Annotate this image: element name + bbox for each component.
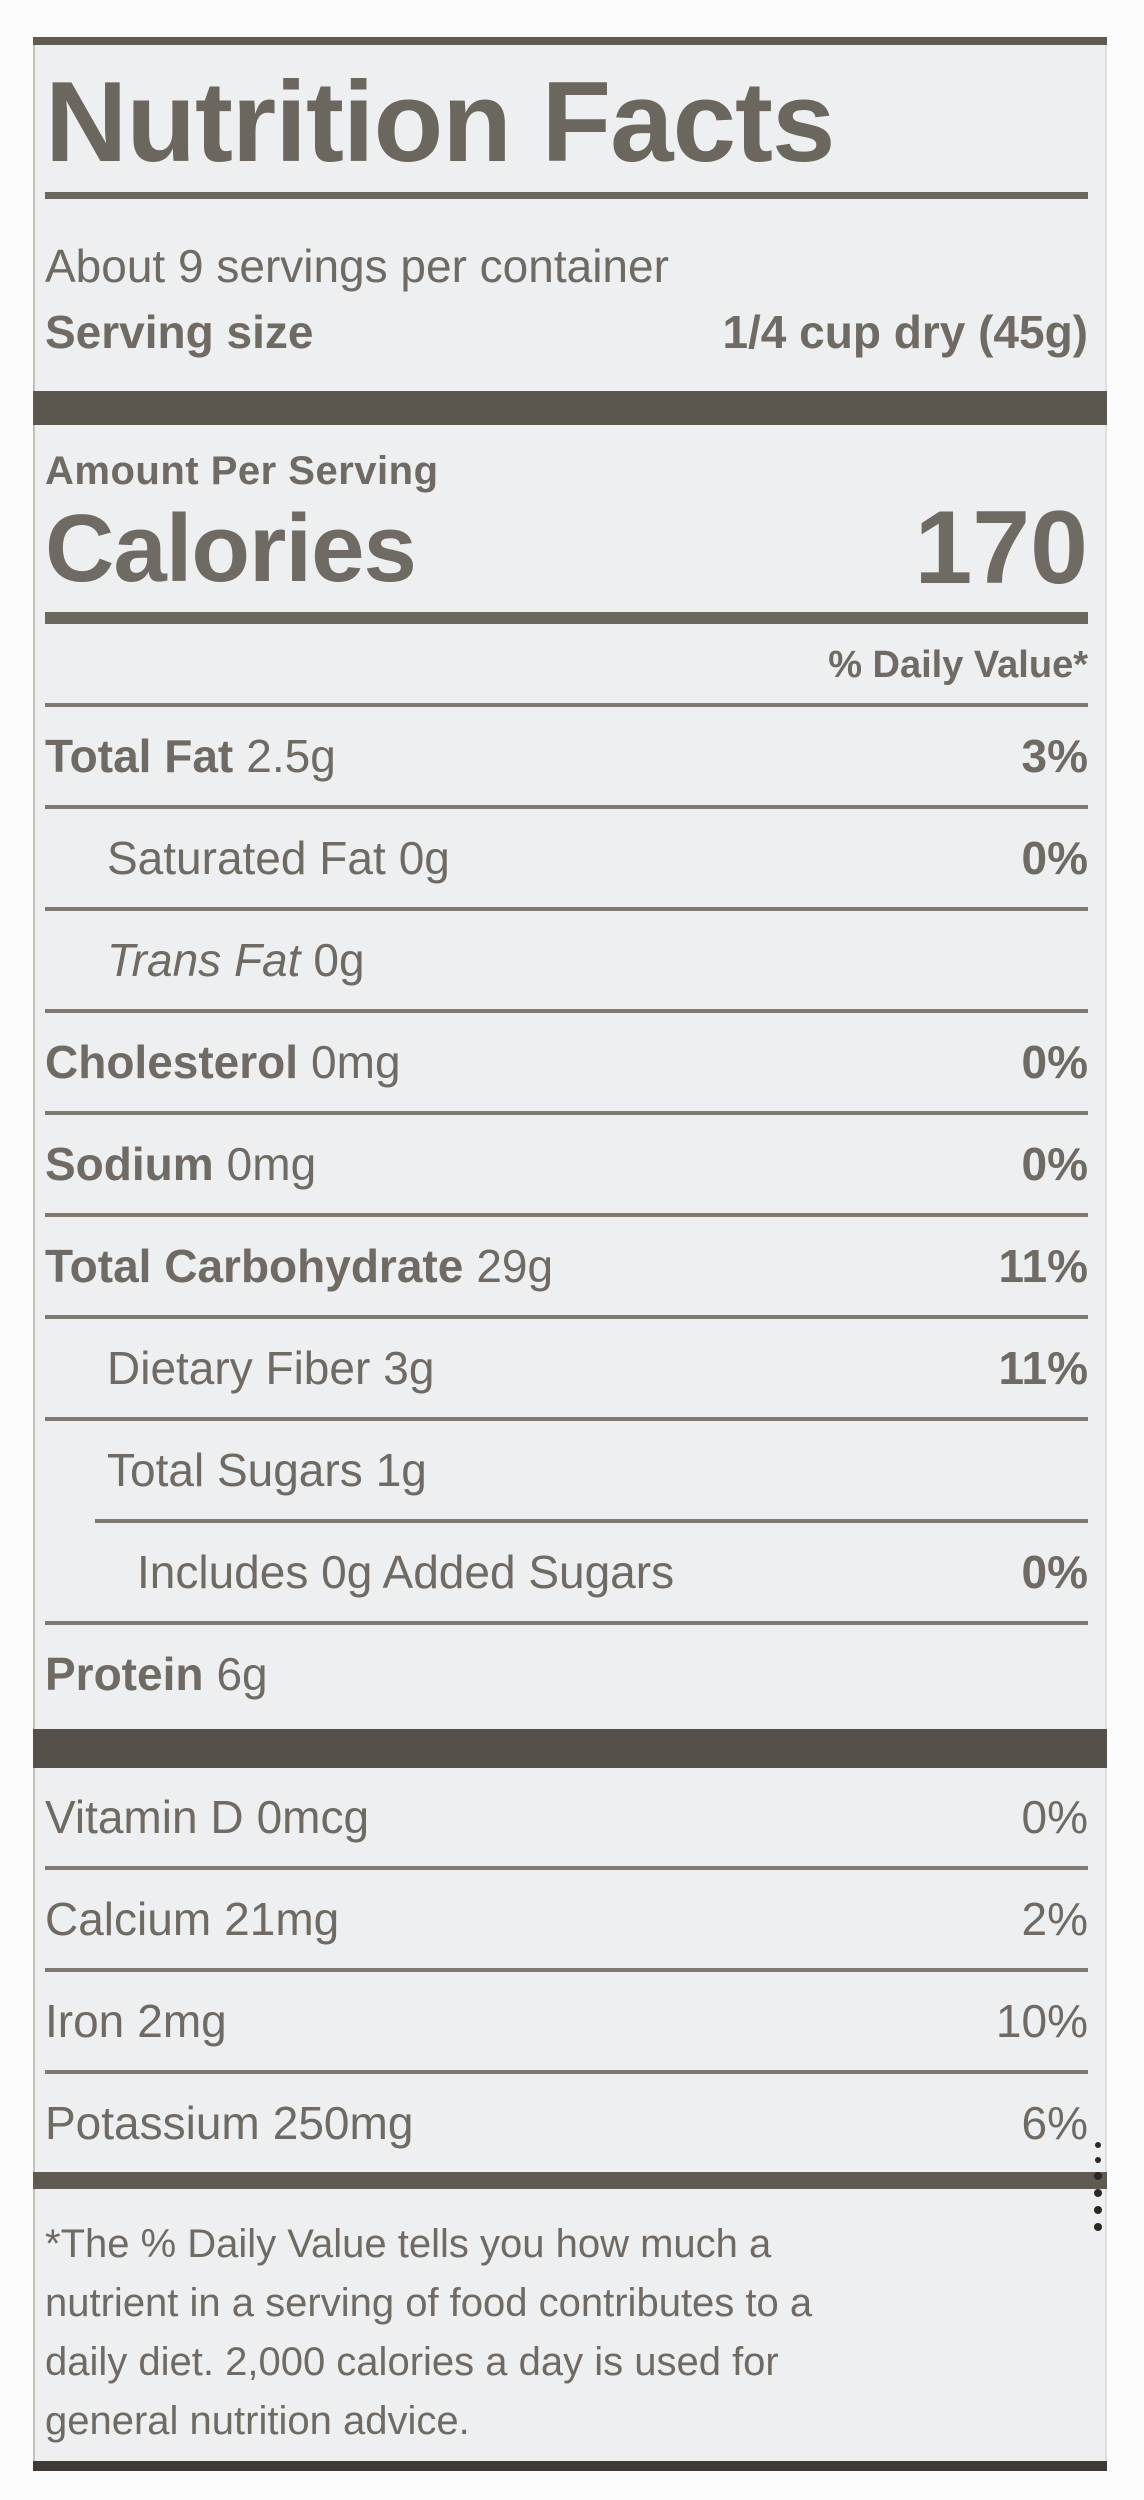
thick-separator-top: [33, 390, 1107, 426]
footnote-line: general nutrition advice.: [45, 2399, 470, 2444]
vitamin-amount: 2mg: [137, 1994, 227, 2047]
calories-divider: [45, 612, 1088, 625]
nutrient-amount: 2.5g: [246, 730, 336, 783]
nutrient-dv: 0%: [1021, 1036, 1088, 1089]
calories-row: Calories 170: [45, 496, 1088, 600]
nutrient-row-trans-fat: Trans Fat 0g: [45, 907, 1088, 1009]
serving-size-row: Serving size 1/4 cup dry (45g): [45, 305, 1088, 359]
nutrient-amount: 0mg: [226, 1138, 317, 1191]
vitamin-dv: 0%: [1021, 1790, 1088, 1843]
thick-separator-middle: [33, 1729, 1107, 1768]
nutrient-row-total-sugars: Total Sugars 1g: [45, 1417, 1088, 1519]
footnote-line: nutrient in a serving of food contribute…: [45, 2281, 813, 2326]
nutrient-amount: 6g: [216, 1648, 268, 1701]
nutrient-row-cholesterol: Cholesterol 0mg 0%: [45, 1009, 1088, 1111]
label-title: Nutrition Facts: [45, 58, 835, 186]
nutrient-amount: 0mg: [311, 1036, 401, 1089]
nutrition-facts-label: Nutrition Facts About 9 servings per con…: [33, 37, 1107, 2471]
footnote-line: *The % Daily Value tells you how much a: [45, 2222, 772, 2267]
nutrient-name: Sodium: [45, 1138, 214, 1191]
vitamin-dv: 10%: [995, 1994, 1088, 2047]
nutrient-name: Total Fat: [45, 730, 234, 783]
thick-separator-footnote: [33, 2171, 1107, 2190]
nutrient-row-protein: Protein 6g: [45, 1621, 1088, 1723]
nutrient-dv: 0%: [1021, 1546, 1088, 1599]
nutrient-name: Protein: [45, 1648, 204, 1701]
nutrient-row-saturated-fat: Saturated Fat 0g 0%: [45, 805, 1088, 907]
nutrient-name: Saturated Fat: [107, 832, 386, 885]
perforation-dots: [1094, 2142, 1102, 2231]
calories-label: Calories: [45, 495, 417, 603]
vitamin-name: Iron: [45, 1994, 125, 2047]
nutrient-amount: 1g: [375, 1444, 427, 1497]
nutrient-dv: 3%: [1021, 730, 1088, 783]
vitamin-row-potassium: Potassium 250mg 6%: [45, 2069, 1088, 2172]
nutrient-dv: 0%: [1021, 832, 1088, 885]
vitamin-name: Potassium: [45, 2096, 260, 2149]
vitamin-row-calcium: Calcium 21mg 2%: [45, 1865, 1088, 1968]
calories-value: 170: [914, 490, 1088, 607]
label-bottom-edge-bar: [33, 2461, 1107, 2471]
vitamin-amount: 21mg: [224, 1892, 340, 1945]
vitamin-row-vitamin-d: Vitamin D 0mcg 0%: [45, 1768, 1088, 1866]
nutrient-row-sodium: Sodium 0mg 0%: [45, 1111, 1088, 1213]
nutrient-name: Total Sugars: [107, 1444, 363, 1497]
nutrient-dv: 11%: [998, 1240, 1088, 1293]
nutrient-row-added-sugars: Includes 0g Added Sugars 0%: [95, 1519, 1088, 1621]
nutrient-amount: 3g: [383, 1342, 435, 1395]
vitamin-amount: 0mcg: [256, 1790, 370, 1843]
nutrient-row-dietary-fiber: Dietary Fiber 3g 11%: [45, 1315, 1088, 1417]
vitamin-dv: 6%: [1021, 2096, 1088, 2149]
footnote-line: daily diet. 2,000 calories a day is used…: [45, 2340, 779, 2385]
serving-size-value: 1/4 cup dry (45g): [722, 305, 1088, 358]
label-top-edge-bar: [33, 37, 1107, 45]
daily-value-header: % Daily Value*: [828, 644, 1088, 687]
vitamin-dv: 2%: [1021, 1892, 1088, 1945]
vitamin-row-iron: Iron 2mg 10%: [45, 1967, 1088, 2070]
nutrient-amount: 29g: [476, 1240, 554, 1293]
vitamin-name: Calcium: [45, 1892, 212, 1945]
nutrient-name: Trans Fat: [107, 934, 301, 987]
serving-size-label: Serving size: [45, 305, 314, 358]
nutrient-name: Dietary Fiber: [107, 1342, 371, 1395]
nutrient-name: Includes 0g Added Sugars: [137, 1546, 675, 1599]
vitamin-name: Vitamin D: [45, 1790, 244, 1843]
nutrient-dv: 0%: [1021, 1138, 1088, 1191]
nutrient-name: Total Carbohydrate: [45, 1240, 464, 1293]
nutrient-row-total-carbohydrate: Total Carbohydrate 29g 11%: [45, 1213, 1088, 1315]
title-underline: [45, 192, 1088, 199]
nutrient-amount: 0g: [398, 832, 450, 885]
servings-per-container: About 9 servings per container: [45, 239, 669, 292]
nutrient-row-total-fat: Total Fat 2.5g 3%: [45, 703, 1088, 805]
vitamin-amount: 250mg: [272, 2096, 414, 2149]
nutrient-dv: 11%: [998, 1342, 1088, 1395]
nutrient-amount: 0g: [313, 934, 365, 987]
daily-value-footnote: *The % Daily Value tells you how much a …: [45, 2189, 1088, 2461]
nutrient-name: Cholesterol: [45, 1036, 299, 1089]
amount-per-serving-label: Amount Per Serving: [45, 449, 439, 494]
